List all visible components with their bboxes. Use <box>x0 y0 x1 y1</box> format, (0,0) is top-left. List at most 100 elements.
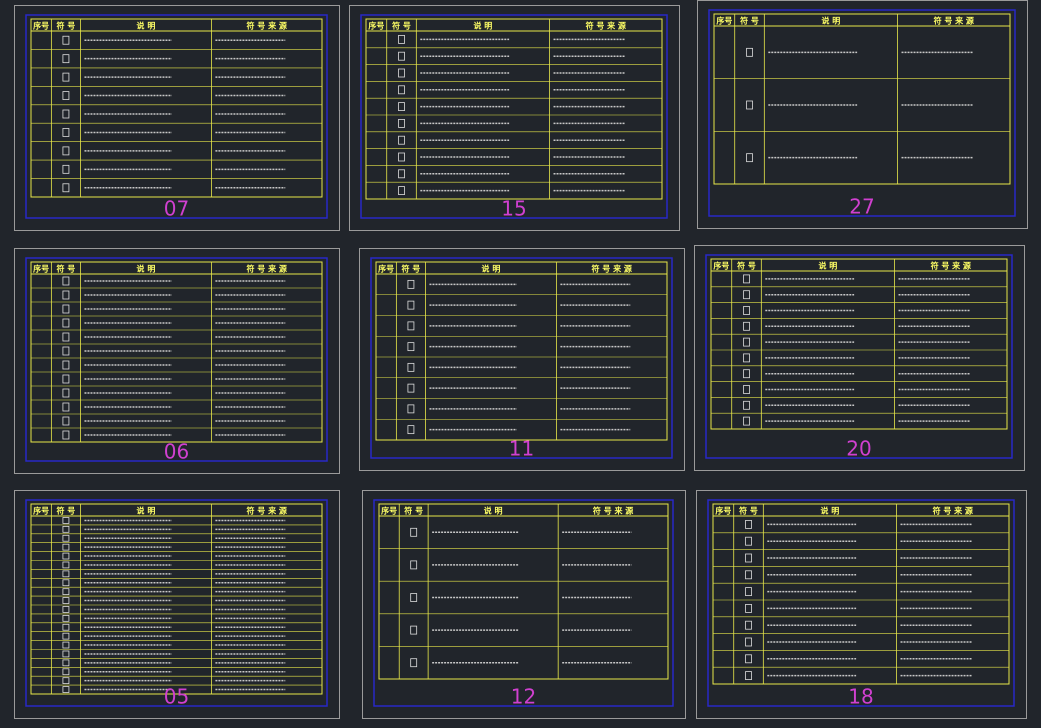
symbol-glyph <box>745 637 752 647</box>
sheet-number: 05 <box>164 685 189 709</box>
symbol-glyph <box>745 553 752 563</box>
symbol-table <box>375 261 668 441</box>
symbol-glyph <box>743 337 750 347</box>
symbol-glyph <box>62 534 70 542</box>
symbol-glyph <box>410 527 418 537</box>
symbol-glyph <box>398 68 405 78</box>
symbol-glyph <box>62 525 70 533</box>
symbol-glyph <box>746 47 753 57</box>
symbol-glyph <box>62 164 70 174</box>
sheet-number: 06 <box>164 440 189 464</box>
symbol-glyph <box>398 35 405 44</box>
sheet-frame <box>14 5 340 231</box>
symbol-glyph <box>407 425 415 435</box>
sheet-border <box>370 257 673 459</box>
symbol-glyph <box>62 659 70 667</box>
symbol-glyph <box>62 332 70 342</box>
symbol-glyph <box>62 686 70 693</box>
symbol-glyph <box>62 650 70 658</box>
table-header: 序号 <box>715 506 731 516</box>
sheet-number: 11 <box>509 437 534 461</box>
symbol-glyph <box>407 362 415 372</box>
table-header: 符 号 来 源 <box>247 21 287 31</box>
sheet-frame <box>14 490 340 719</box>
symbol-glyph <box>62 517 70 524</box>
symbol-glyph <box>62 614 70 622</box>
symbol-glyph <box>743 416 750 426</box>
symbol-glyph <box>745 654 752 664</box>
symbol-glyph <box>745 620 752 630</box>
sheet-frame <box>697 0 1028 229</box>
symbol-glyph <box>62 588 70 596</box>
table-header: 序号 <box>33 264 49 274</box>
symbol-glyph <box>62 543 70 551</box>
symbol-glyph <box>62 388 70 398</box>
symbol-glyph <box>745 520 752 529</box>
symbol-glyph <box>62 318 70 328</box>
table-header: 序号 <box>713 261 729 271</box>
symbol-glyph <box>743 385 750 394</box>
symbol-glyph <box>398 51 405 61</box>
symbol-table <box>30 18 323 198</box>
sheet-frame <box>694 245 1025 471</box>
sheet-number: 20 <box>846 437 871 461</box>
sheet-number: 18 <box>848 685 873 709</box>
symbol-glyph <box>62 641 70 649</box>
table-header: 说 明 <box>822 16 841 26</box>
table-header: 符 号 <box>740 16 759 26</box>
table-header: 符 号 <box>404 506 423 516</box>
symbol-glyph <box>410 625 418 635</box>
table-header: 符 号 来 源 <box>933 506 973 516</box>
sheet-number: 27 <box>849 195 874 219</box>
symbol-glyph <box>62 346 70 356</box>
table-header: 符 号 来 源 <box>592 264 632 274</box>
symbol-glyph <box>62 606 70 613</box>
symbol-glyph <box>62 632 70 640</box>
table-header: 说 明 <box>482 264 501 274</box>
table-header: 符 号 来 源 <box>593 506 633 516</box>
symbol-glyph <box>62 128 70 137</box>
symbol-glyph <box>62 290 70 300</box>
symbol-glyph <box>62 183 70 193</box>
table-header: 序号 <box>716 16 732 26</box>
sheet-border <box>705 254 1013 459</box>
sheet-border <box>707 499 1015 707</box>
symbol-glyph <box>743 290 750 300</box>
sheet-number: 15 <box>501 197 526 221</box>
sheet-frame <box>349 5 680 231</box>
symbol-glyph <box>743 353 750 363</box>
symbol-table <box>712 503 1010 685</box>
sheet-number: 12 <box>511 685 536 709</box>
table-header: 符 号 <box>402 264 421 274</box>
sheet-frame <box>14 248 340 474</box>
table-header: 符 号 <box>57 264 76 274</box>
symbol-table <box>30 261 323 443</box>
sheet-border <box>708 9 1016 217</box>
symbol-glyph <box>410 593 418 602</box>
symbol-glyph <box>62 579 70 587</box>
symbol-table <box>713 13 1011 185</box>
symbol-glyph <box>745 570 752 580</box>
symbol-glyph <box>743 274 750 284</box>
symbol-glyph <box>62 109 70 119</box>
symbol-glyph <box>745 604 752 613</box>
symbol-glyph <box>743 369 750 379</box>
symbol-glyph <box>62 570 70 578</box>
symbol-glyph <box>62 35 70 45</box>
table-header: 序号 <box>378 264 394 274</box>
sheet-border <box>25 14 328 219</box>
symbol-glyph <box>62 561 70 569</box>
table-header: 说 明 <box>137 506 156 516</box>
symbol-table <box>30 503 323 695</box>
symbol-glyph <box>398 85 405 95</box>
table-header: 符 号 <box>392 21 411 31</box>
symbol-table <box>378 503 669 680</box>
symbol-glyph <box>62 54 70 64</box>
sheet-frame <box>359 248 685 471</box>
symbol-glyph <box>407 300 415 310</box>
symbol-glyph <box>398 186 405 196</box>
symbol-glyph <box>62 146 70 156</box>
table-header: 符 号 来 源 <box>247 264 287 274</box>
